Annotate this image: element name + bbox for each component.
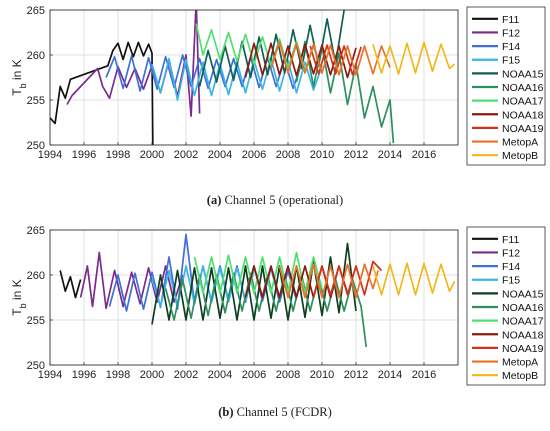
legend-label-f14: F14 — [502, 41, 520, 53]
x-tick-label: 2008 — [276, 149, 300, 161]
series-line-f15 — [151, 265, 255, 308]
legend-label-f15: F15 — [502, 55, 520, 67]
x-tick-label: 2010 — [310, 149, 334, 161]
caption-b-text: Channel 5 (FCDR) — [236, 405, 332, 419]
legend-label-f11: F11 — [502, 14, 519, 26]
x-tick-label: 2000 — [140, 149, 164, 161]
x-tick-label: 2006 — [242, 369, 266, 381]
x-tick-label: 2008 — [276, 369, 300, 381]
series-line-f11 — [59, 270, 82, 299]
series-line-f12 — [79, 251, 184, 310]
legend-label-noaa17: NOAA17 — [502, 316, 544, 328]
x-tick-label: 2012 — [344, 149, 368, 161]
series-line-f12 — [66, 10, 201, 118]
x-tick-label: 2002 — [174, 369, 198, 381]
legend-label-f11: F11 — [502, 234, 519, 246]
y-tick-label: 265 — [27, 225, 45, 237]
x-tick-label: 2000 — [140, 369, 164, 381]
x-tick-label: 1994 — [38, 149, 62, 161]
legend-label-noaa19: NOAA19 — [502, 123, 544, 135]
legend-label-metopb: MetopB — [502, 370, 538, 382]
series-line-noaa19 — [309, 44, 362, 76]
x-tick-label: 2010 — [310, 369, 334, 381]
x-tick-label: 2014 — [378, 149, 402, 161]
caption-b-tag: (b) — [218, 405, 234, 419]
x-tick-label: 1998 — [106, 149, 130, 161]
x-tick-label: 2016 — [412, 149, 436, 161]
y-tick-label: 255 — [27, 95, 45, 107]
y-tick-label: 260 — [27, 270, 45, 282]
series-line-f11 — [50, 41, 154, 145]
x-tick-label: 2004 — [208, 149, 232, 161]
plot-area — [50, 10, 456, 145]
series-line-noaa16 — [295, 40, 395, 144]
series-line-metopb — [372, 41, 456, 75]
x-tick-label: 1994 — [38, 369, 62, 381]
x-tick-label: 2014 — [378, 369, 402, 381]
y-tick-label: 250 — [27, 140, 45, 152]
series-line-noaa17 — [193, 251, 323, 294]
x-tick-label: 1996 — [72, 149, 96, 161]
caption-a: (a) Channel 5 (operational) — [0, 193, 550, 208]
series-line-noaa15 — [151, 242, 357, 325]
legend-label-noaa15: NOAA15 — [502, 68, 544, 80]
series-line-metopb — [372, 262, 456, 296]
legend-label-noaa18: NOAA18 — [502, 109, 544, 121]
x-tick-label: 2002 — [174, 149, 198, 161]
grid — [49, 9, 458, 146]
x-tick-label: 2012 — [344, 369, 368, 381]
chart-channel5-fcdr: 1994 1996 1998 2000 2002 2004 2006 2008 2010 2012… — [10, 225, 546, 386]
series-line-f14 — [105, 54, 301, 92]
chart-channel5-operational: 1994 1996 1998 2000 2002 2004 2006 2008 2010 2012… — [10, 5, 546, 166]
y-tick-label: 260 — [27, 50, 45, 62]
legend-label-f15: F15 — [502, 275, 520, 287]
x-tick-label: 2006 — [242, 149, 266, 161]
plot-area — [59, 233, 456, 348]
caption-a-tag: (a) — [206, 193, 222, 207]
legend-label-noaa16: NOAA16 — [502, 82, 544, 94]
series-line-noaa19 — [312, 260, 383, 298]
x-tick-label: 2004 — [208, 369, 232, 381]
legend-label-noaa16: NOAA16 — [502, 302, 544, 314]
legend-label-noaa15: NOAA15 — [502, 288, 544, 300]
legend-label-noaa17: NOAA17 — [502, 96, 544, 108]
legend-label-metopa: MetopA — [502, 357, 538, 369]
x-tick-label: 1996 — [72, 369, 96, 381]
legend-label-noaa18: NOAA18 — [502, 329, 544, 341]
series-line-metopa — [278, 263, 379, 299]
y-axis-label: Tb in K — [10, 279, 28, 315]
y-tick-label: 250 — [27, 360, 45, 372]
legend-label-f12: F12 — [502, 247, 520, 259]
y-tick-label: 255 — [27, 315, 45, 327]
y-axis-label: Tb in K — [10, 59, 28, 95]
series-line-metopa — [270, 40, 391, 76]
x-tick-label: 2016 — [412, 369, 436, 381]
legend-label-f12: F12 — [502, 27, 520, 39]
x-tick-label: 1998 — [106, 369, 130, 381]
caption-b: (b) Channel 5 (FCDR) — [0, 405, 550, 420]
y-tick-label: 265 — [27, 5, 45, 17]
caption-a-text: Channel 5 (operational) — [224, 193, 344, 207]
series-line-noaa18 — [244, 265, 349, 299]
legend-label-metopb: MetopB — [502, 150, 538, 162]
legend-label-f14: F14 — [502, 261, 520, 273]
legend-label-noaa19: NOAA19 — [502, 343, 544, 355]
legend-label-metopa: MetopA — [502, 137, 538, 149]
